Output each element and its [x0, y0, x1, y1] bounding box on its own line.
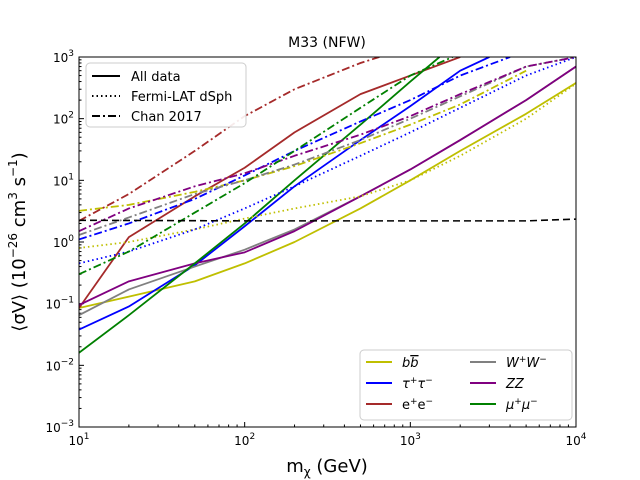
style-legend-label-fermi: Fermi-LAT dSph: [131, 90, 232, 105]
series-line-tautau-dashdot: [79, 57, 511, 241]
channel-legend-box: [359, 349, 573, 421]
series-line-ee-solid: [79, 57, 461, 309]
x-axis-label: mχ (GeV): [286, 456, 368, 479]
legend-label-mumu: μ+μ−: [505, 397, 538, 413]
plot-frame: [78, 56, 577, 428]
x-tick-label: 104: [565, 432, 586, 448]
legend-label-ee: e+e−: [402, 397, 433, 413]
x-tick-label: 101: [68, 432, 89, 448]
legend-label-bb: bb: [402, 356, 419, 371]
series-line-mumu-solid: [79, 57, 441, 354]
series-line-mumu-dashdot: [79, 57, 453, 276]
channel-legend: bb τ+τ− e+e− W+W− ZZ μ+μ−: [359, 349, 573, 421]
series-line-zz-solid: [79, 65, 576, 306]
y-axis-label: ⟨σV⟩ (10−26 cm3 s−1): [6, 152, 30, 331]
style-legend: All data Fermi-LAT dSph Chan 2017: [85, 62, 247, 128]
series-line-bb-dotted: [79, 82, 576, 249]
x-tick-label: 102: [234, 432, 255, 448]
y-tick-label: 10−2: [45, 357, 74, 373]
legend-label-zz: ZZ: [505, 377, 525, 392]
y-tick-label: 10−1: [45, 296, 74, 312]
series-line-ww-dashdot: [79, 57, 576, 236]
y-tick-label: 10−3: [45, 419, 74, 435]
tick-labels: 101 102 103 104 10−3 10−2 10−1 100 101 102 103: [45, 49, 586, 448]
y-tick-label: 100: [53, 234, 74, 250]
y-tick-label: 102: [53, 111, 74, 127]
series-line-tautau-solid: [79, 57, 490, 331]
series-line-zz-dashdot: [79, 57, 576, 232]
legend-label-tautau: τ+τ−: [402, 376, 433, 392]
style-legend-label-chan: Chan 2017: [131, 110, 202, 125]
chart-title: M33 (NFW): [288, 35, 366, 51]
style-legend-label-all-data: All data: [131, 70, 181, 85]
series-line-bb-dashdot: [79, 69, 527, 212]
x-tick-label: 103: [400, 432, 421, 448]
y-tick-label: 103: [53, 49, 74, 65]
style-legend-box: [85, 62, 247, 128]
series-line-thermal-dashed: [79, 218, 576, 222]
series-line-tautau-dotted: [79, 57, 576, 265]
y-tick-label: 101: [53, 172, 74, 188]
legend-label-ww: W+W−: [506, 355, 547, 371]
